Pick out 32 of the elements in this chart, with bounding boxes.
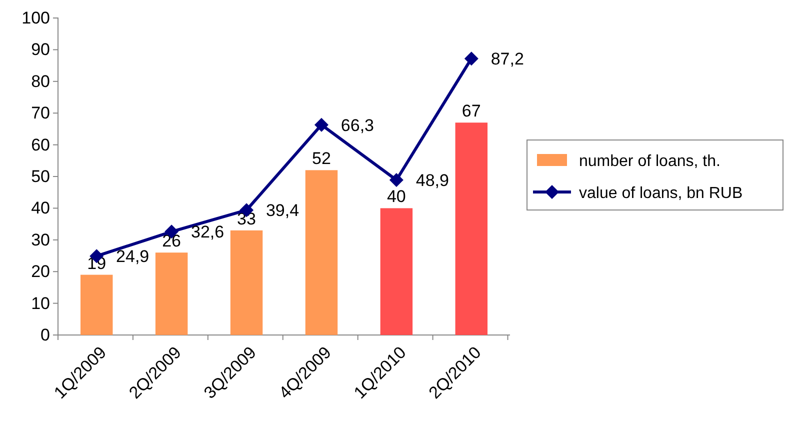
data-label: 26	[162, 232, 182, 251]
data-label: 40	[386, 187, 406, 206]
legend-label: number of loans, th.	[579, 153, 720, 170]
y-tick-label: 30	[31, 230, 50, 250]
data-label: 32,6	[191, 222, 224, 242]
bar	[380, 208, 413, 335]
data-label: 24,9	[116, 247, 150, 266]
y-tick-label: 10	[31, 294, 50, 313]
y-tick-label: 100	[22, 8, 50, 28]
data-label: 66,3	[340, 116, 374, 135]
data-label: 48,9	[416, 170, 449, 190]
point	[314, 118, 328, 132]
data-label: 52	[312, 149, 331, 168]
bar	[230, 230, 263, 335]
y-tick-label: 70	[31, 104, 50, 123]
y-tick-label: 90	[31, 40, 50, 60]
y-tick-label: 50	[31, 166, 50, 186]
bar	[305, 170, 338, 335]
y-tick-label: 40	[31, 198, 50, 218]
bar	[80, 274, 113, 335]
bar	[455, 122, 488, 335]
y-tick-label: 80	[31, 72, 50, 91]
point	[389, 172, 404, 187]
point	[464, 52, 478, 66]
data-label: 87,2	[490, 50, 524, 69]
legend-label: value of loans, bn RUB	[579, 185, 743, 202]
bar	[155, 252, 188, 335]
y-tick-label: 20	[31, 262, 50, 282]
data-label: 67	[462, 102, 481, 121]
y-tick-label: 0	[40, 325, 50, 344]
y-tick-label: 60	[31, 135, 50, 154]
data-label: 39,4	[266, 201, 300, 220]
